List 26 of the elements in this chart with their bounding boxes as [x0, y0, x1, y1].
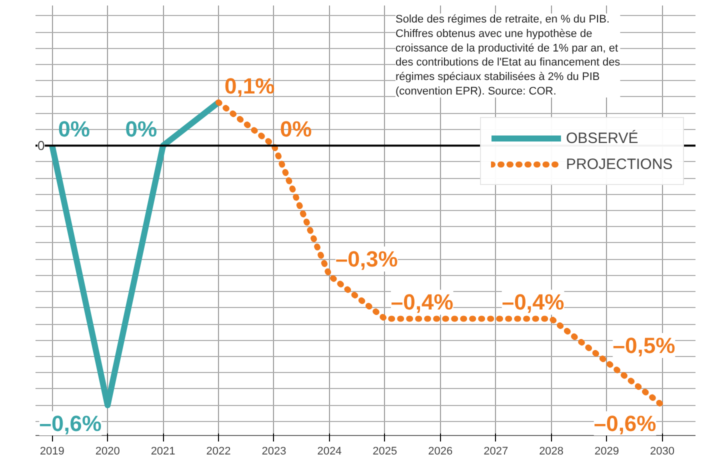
data-label: –0,6%	[594, 411, 656, 436]
legend-label: PROJECTIONS	[566, 156, 673, 172]
x-tick-label: 2022	[206, 446, 231, 458]
x-tick-label: 2026	[428, 446, 453, 458]
x-tick-label: 2023	[262, 446, 286, 458]
data-label: –0,6%	[39, 411, 102, 436]
data-label: 0,1%	[224, 73, 275, 98]
data-label: 0%	[125, 116, 158, 142]
x-tick-label: 2028	[539, 446, 564, 458]
text: Solde des régimes de retraite, en % du PIB. Chiffres obtenus avec une hypothèse de croissance de la productivité de 1% par an, et des contributions de l'Etat au financement des régimes spéciaux stabilisées à 2% du PIB (convention EPR). Source: COR.	[396, 14, 621, 98]
data-label: –0,4%	[502, 290, 564, 315]
x-tick-label: 2024	[317, 446, 342, 458]
data-label: –0,4%	[390, 290, 454, 315]
legend-label: OBSERVÉ	[566, 130, 638, 146]
x-tick-label: 2030	[650, 446, 674, 458]
data-label: –0,3%	[335, 246, 398, 272]
data-label: –0,5%	[612, 332, 676, 358]
x-tick-label: 2021	[150, 446, 176, 458]
annotation: 0	[38, 138, 45, 154]
x-tick-label: 2029	[594, 446, 620, 458]
data-label: 0%	[58, 116, 90, 142]
data-label: 0%	[280, 116, 312, 142]
x-tick-label: 2025	[372, 446, 398, 458]
x-tick-label: 2020	[95, 446, 120, 458]
x-tick-label: 2027	[484, 446, 508, 458]
x-tick-label: 2019	[40, 446, 64, 458]
